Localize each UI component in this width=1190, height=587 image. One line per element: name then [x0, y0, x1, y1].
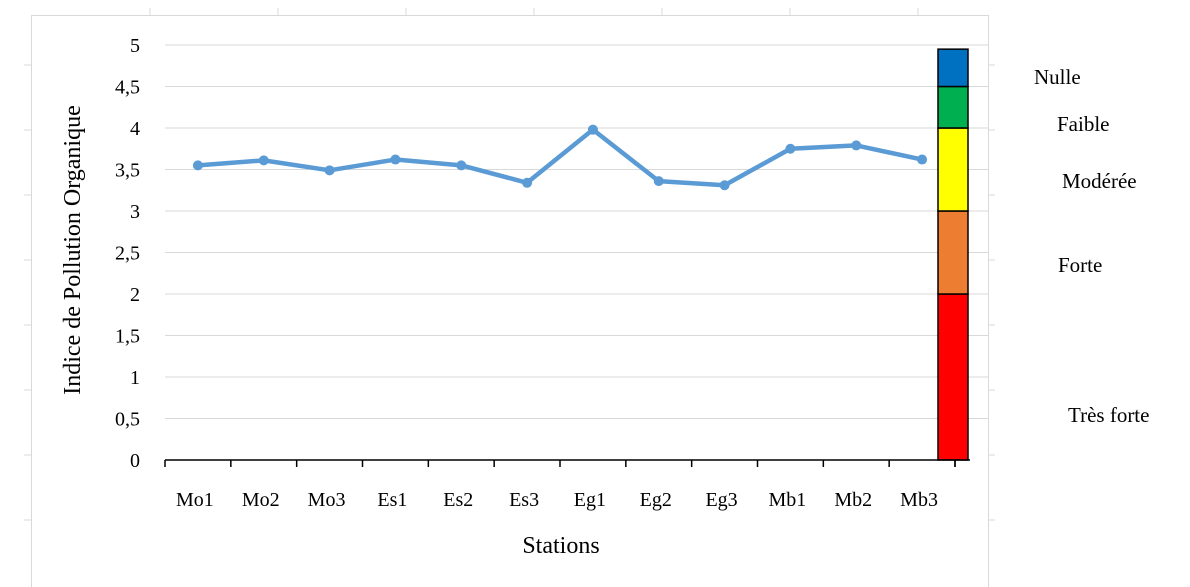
data-point: [587, 124, 598, 135]
y-tick-label: 0,5: [115, 409, 140, 431]
data-point: [522, 177, 533, 188]
x-tick-label: Eg2: [640, 489, 672, 511]
x-tick-label: Eg3: [705, 489, 737, 511]
class-legend: Très forte Forte Modérée Faible Nulle: [1034, 65, 1149, 427]
data-point: [192, 160, 203, 171]
data-point: [456, 160, 467, 171]
data-point: [719, 180, 730, 191]
data-point: [258, 155, 269, 166]
x-tick-label: Es3: [509, 489, 539, 511]
y-tick-label: 4: [130, 118, 140, 140]
x-tick-label: Mo1: [176, 489, 214, 511]
y-tick-label: 2: [130, 284, 140, 306]
y-tick-label: 4,5: [115, 77, 140, 99]
y-tick-label: 2,5: [115, 243, 140, 265]
x-axis: [164, 459, 970, 467]
class-band: [937, 85, 969, 129]
class-legend-label: Nulle: [1034, 65, 1081, 89]
class-band: [937, 48, 969, 88]
frame-ticks: [24, 8, 995, 521]
x-tick-label: Mb2: [834, 489, 872, 511]
class-legend-label: Faible: [1057, 112, 1110, 136]
y-tick-label: 5: [130, 35, 140, 57]
x-tick-label: Es1: [377, 489, 407, 511]
data-point: [785, 143, 796, 154]
x-axis-title: Stations: [522, 533, 599, 559]
class-band: [937, 293, 969, 461]
x-tick-labels: Mo1 Mo2 Mo3 Es1 Es2 Es3 Eg1 Eg2 Eg3 Mb1 Mb2 Mb3: [176, 489, 938, 511]
y-tick-labels: 0 0,5 1 1,5 2 2,5 3 3,5 4 4,5 5: [115, 35, 140, 472]
class-legend-label: Forte: [1058, 253, 1102, 277]
class-scale-bar: [937, 48, 969, 461]
class-band: [937, 127, 969, 212]
class-band: [937, 210, 969, 295]
x-tick-label: Mo2: [242, 489, 280, 511]
y-tick-label: 1,5: [115, 326, 140, 348]
y-tick-label: 1: [130, 367, 140, 389]
y-tick-label: 3,5: [115, 160, 140, 182]
data-point: [851, 140, 862, 151]
x-tick-label: Eg1: [574, 489, 606, 511]
y-axis-title: Indice de Pollution Organique: [60, 105, 86, 395]
x-tick-label: Mo3: [308, 489, 346, 511]
class-legend-label: Très forte: [1068, 403, 1149, 427]
class-legend-label: Modérée: [1062, 169, 1137, 193]
series-group: [192, 124, 928, 191]
data-point: [324, 165, 335, 176]
y-tick-label: 3: [130, 201, 140, 223]
chart-frame: [31, 15, 989, 587]
gridlines: [165, 44, 988, 419]
x-tick-label: Mb3: [900, 489, 938, 511]
series-line: [195, 127, 925, 188]
x-tick-label: Es2: [443, 489, 473, 511]
data-point: [653, 176, 664, 187]
x-tick-label: Mb1: [769, 489, 807, 511]
y-tick-label: 0: [130, 450, 140, 472]
data-point: [917, 154, 928, 165]
data-point: [390, 154, 401, 165]
